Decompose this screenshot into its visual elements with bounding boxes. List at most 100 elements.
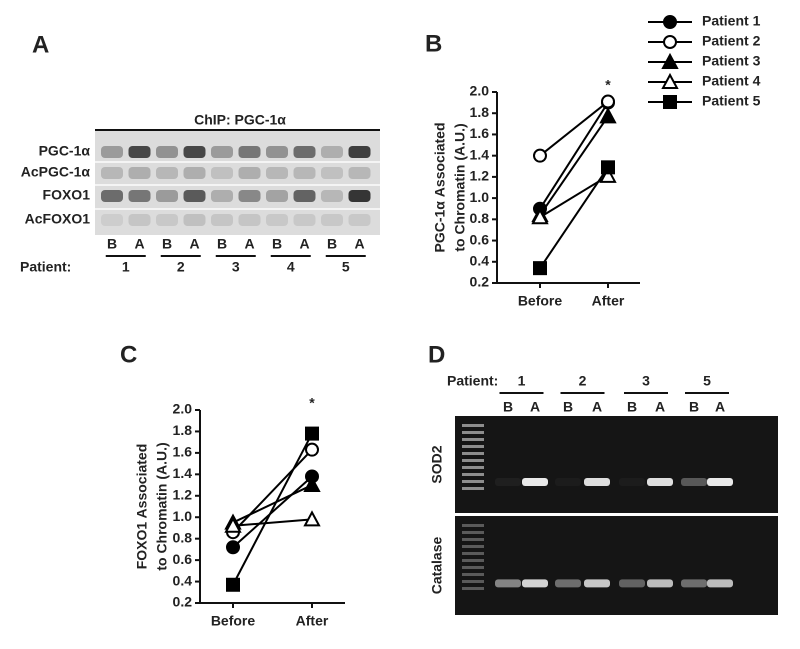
blot-band bbox=[101, 167, 123, 179]
marker bbox=[305, 442, 319, 457]
blot-band bbox=[101, 214, 123, 226]
ladder-band bbox=[462, 580, 484, 583]
marker bbox=[663, 35, 677, 49]
blot-band bbox=[128, 146, 151, 158]
marker bbox=[305, 426, 319, 441]
y-tick-label: 0.6 bbox=[173, 551, 193, 567]
blot-band bbox=[183, 190, 206, 202]
marker bbox=[533, 261, 547, 276]
blot-band bbox=[128, 214, 151, 226]
series-line bbox=[232, 518, 313, 527]
patient-number: 1 bbox=[518, 373, 526, 389]
blot-band bbox=[293, 214, 316, 226]
blot-band bbox=[238, 146, 261, 158]
marker bbox=[661, 72, 679, 89]
lane-label: B bbox=[327, 236, 337, 252]
lane-label: A bbox=[715, 399, 725, 415]
gel-band bbox=[647, 579, 673, 588]
legend-label: Patient 4 bbox=[702, 73, 761, 89]
gel-image bbox=[455, 416, 778, 513]
marker bbox=[601, 160, 615, 175]
lane-label: B bbox=[627, 399, 637, 415]
ladder-band bbox=[462, 445, 484, 448]
y-tick-label: 1.6 bbox=[470, 125, 490, 141]
marker bbox=[599, 166, 617, 183]
blot-band bbox=[156, 190, 178, 202]
lane-label: B bbox=[107, 236, 117, 252]
ladder-band bbox=[462, 531, 484, 534]
blot-band bbox=[156, 146, 178, 158]
marker bbox=[661, 52, 679, 69]
lane-label: A bbox=[244, 236, 254, 252]
gel-band bbox=[584, 579, 610, 588]
blot-band bbox=[266, 214, 288, 226]
ladder-band bbox=[462, 538, 484, 541]
blot-band bbox=[211, 167, 233, 179]
legend-label: Patient 2 bbox=[702, 33, 761, 49]
marker bbox=[226, 540, 240, 555]
patient-number: 5 bbox=[703, 373, 711, 389]
x-tick-label: After bbox=[296, 613, 329, 629]
lane-label: A bbox=[299, 236, 309, 252]
blot-band bbox=[321, 190, 343, 202]
blot-band bbox=[156, 214, 178, 226]
ladder-band bbox=[462, 566, 484, 569]
blot-band bbox=[101, 146, 123, 158]
lane-label: B bbox=[272, 236, 282, 252]
marker bbox=[601, 94, 615, 109]
ladder-band bbox=[462, 552, 484, 555]
significance-annotation: * bbox=[309, 395, 315, 411]
y-axis-title: FOXO1 Associated bbox=[134, 444, 150, 570]
patient-label: Patient: bbox=[20, 259, 71, 275]
lane-label: B bbox=[217, 236, 227, 252]
patient-number: 4 bbox=[287, 259, 295, 275]
gel-row-label: SOD2 bbox=[429, 445, 445, 483]
ladder-band bbox=[462, 452, 484, 455]
blot-row-label: FOXO1 bbox=[43, 187, 91, 203]
lane-label: A bbox=[354, 236, 364, 252]
gel-row-label: Catalase bbox=[429, 536, 445, 594]
y-tick-label: 0.4 bbox=[173, 572, 193, 588]
marker bbox=[533, 148, 547, 163]
series-line bbox=[232, 484, 313, 524]
blot-band bbox=[348, 146, 371, 158]
lane-label: A bbox=[134, 236, 144, 252]
marker bbox=[224, 516, 242, 533]
blot-row-label: AcFOXO1 bbox=[25, 211, 91, 227]
blot-band bbox=[293, 190, 316, 202]
blot-band bbox=[293, 146, 316, 158]
blot-band bbox=[183, 146, 206, 158]
lane-label: A bbox=[530, 399, 540, 415]
blot-band bbox=[156, 167, 178, 179]
patient-number: 2 bbox=[579, 373, 587, 389]
panel-label: A bbox=[32, 31, 49, 58]
y-tick-label: 0.2 bbox=[470, 274, 490, 290]
blot-row-label: PGC-1α bbox=[39, 143, 91, 159]
blot-band bbox=[128, 190, 151, 202]
marker bbox=[663, 15, 677, 29]
y-tick-label: 0.8 bbox=[470, 210, 490, 226]
blot-band bbox=[211, 146, 233, 158]
y-tick-label: 1.0 bbox=[470, 189, 490, 205]
blot-band bbox=[101, 190, 123, 202]
blot-band bbox=[211, 190, 233, 202]
blot-band bbox=[266, 190, 288, 202]
blot-band bbox=[266, 167, 288, 179]
gel-band bbox=[619, 579, 645, 588]
patient-label: Patient: bbox=[447, 373, 498, 389]
blot-band bbox=[321, 167, 343, 179]
x-tick-label: Before bbox=[211, 613, 256, 629]
series-line bbox=[539, 100, 609, 157]
gel-band bbox=[681, 579, 707, 588]
blot-band bbox=[238, 167, 261, 179]
y-tick-label: 0.6 bbox=[470, 231, 490, 247]
y-tick-label: 0.2 bbox=[173, 594, 193, 610]
gel-band bbox=[555, 579, 581, 588]
y-tick-label: 1.2 bbox=[470, 168, 490, 184]
blot-band bbox=[128, 167, 151, 179]
y-tick-label: 2.0 bbox=[470, 83, 490, 99]
legend-label: Patient 1 bbox=[702, 13, 761, 29]
gel-band bbox=[495, 579, 521, 588]
y-tick-label: 1.6 bbox=[173, 444, 193, 460]
gel-band bbox=[707, 477, 733, 486]
